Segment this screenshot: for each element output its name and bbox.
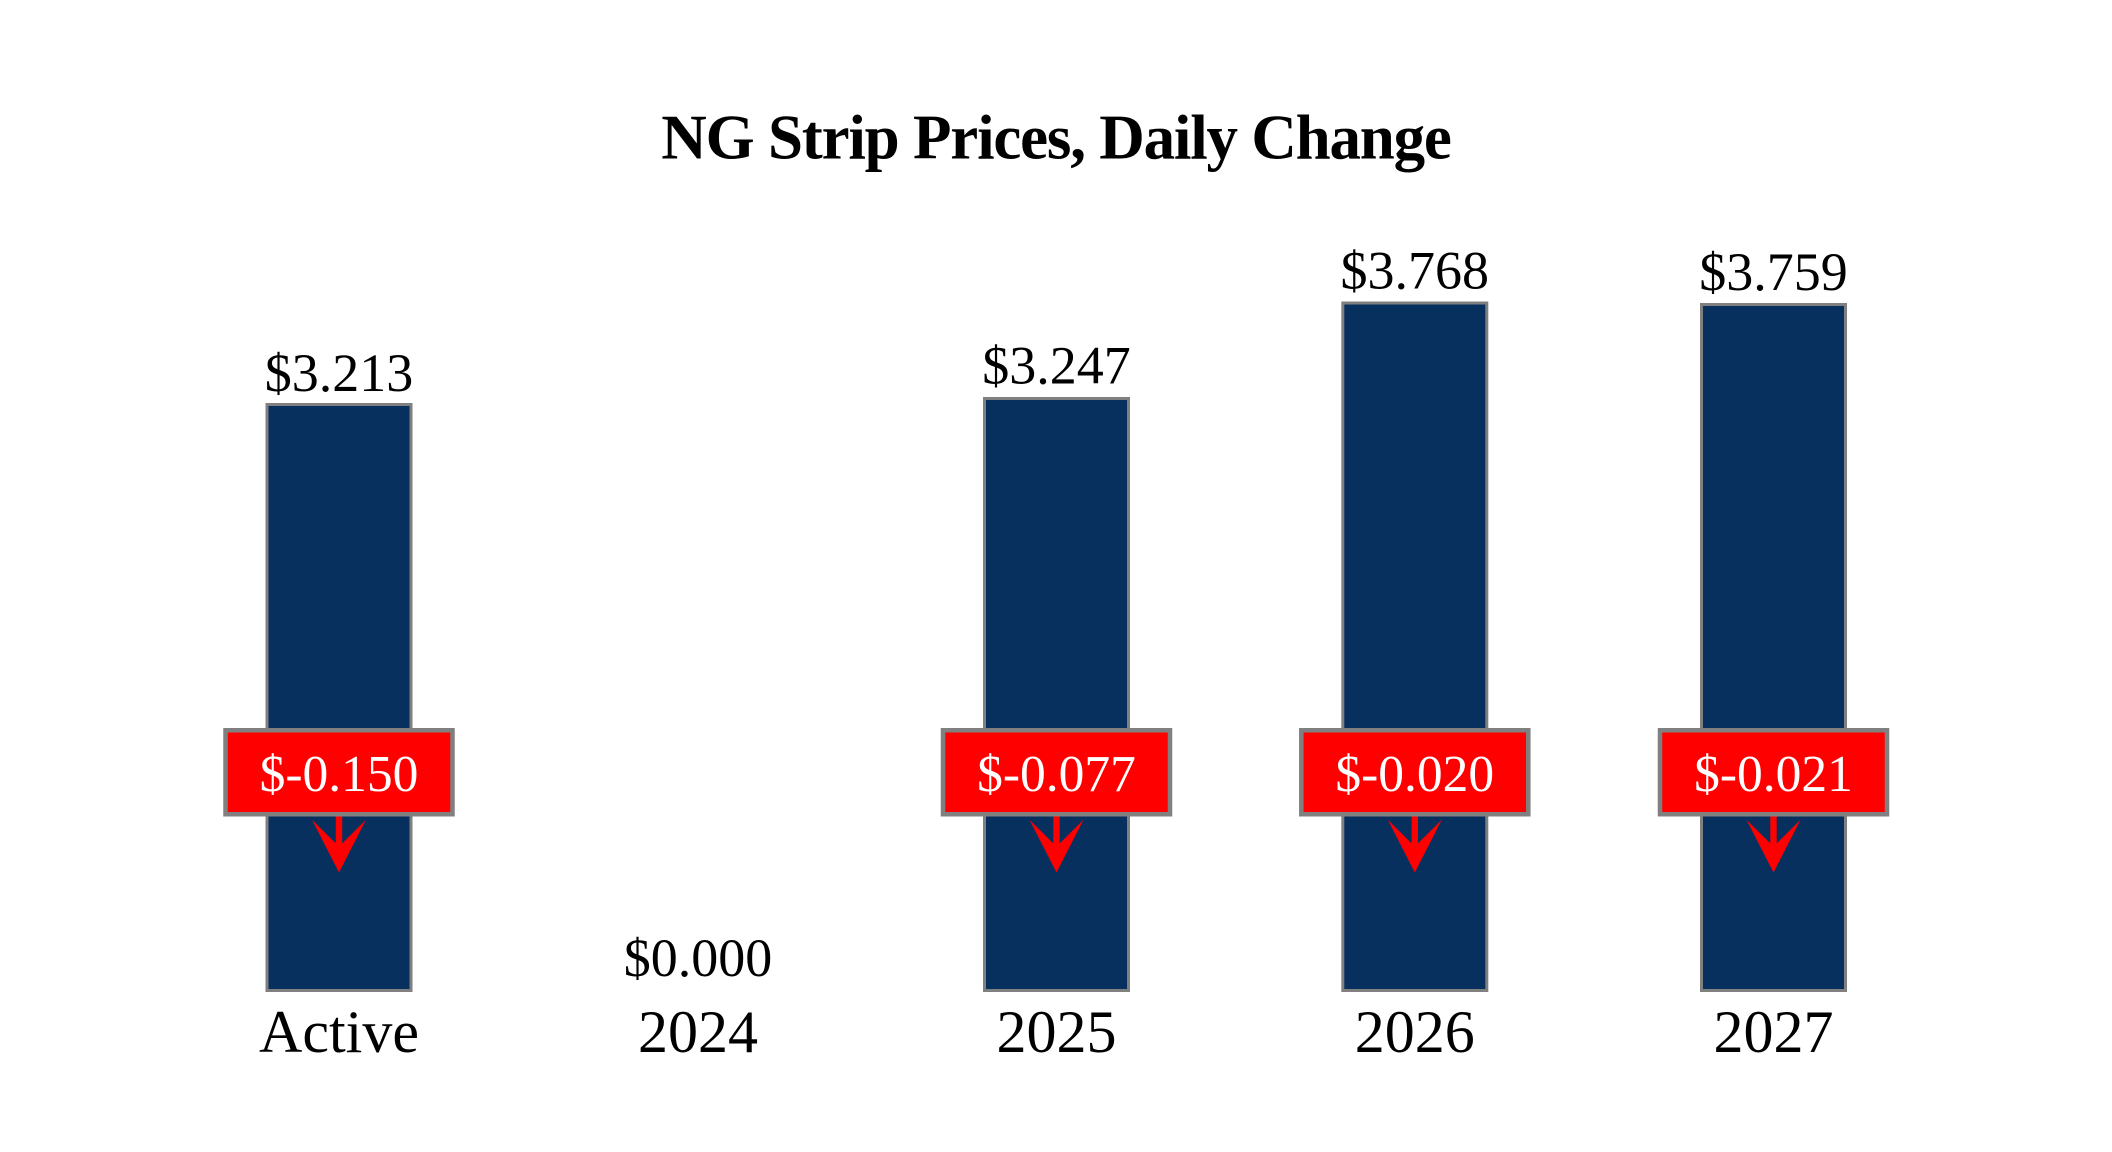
svg-text:$3.247: $3.247: [982, 335, 1131, 395]
svg-text:$3.213: $3.213: [265, 343, 414, 403]
svg-text:$0.000: $0.000: [624, 928, 773, 988]
svg-text:$-0.021: $-0.021: [1694, 746, 1853, 803]
svg-text:$-0.020: $-0.020: [1335, 746, 1494, 803]
svg-text:Active: Active: [259, 999, 419, 1065]
svg-text:2027: 2027: [1714, 999, 1834, 1065]
svg-text:$3.759: $3.759: [1699, 242, 1848, 302]
svg-text:$3.768: $3.768: [1341, 241, 1490, 301]
svg-text:NG Strip Prices, Daily Change: NG Strip Prices, Daily Change: [661, 103, 1451, 173]
svg-text:2024: 2024: [638, 999, 758, 1065]
svg-text:$-0.077: $-0.077: [977, 746, 1136, 803]
svg-text:2025: 2025: [997, 999, 1117, 1065]
svg-text:2026: 2026: [1355, 999, 1475, 1065]
svg-text:$-0.150: $-0.150: [260, 746, 419, 803]
